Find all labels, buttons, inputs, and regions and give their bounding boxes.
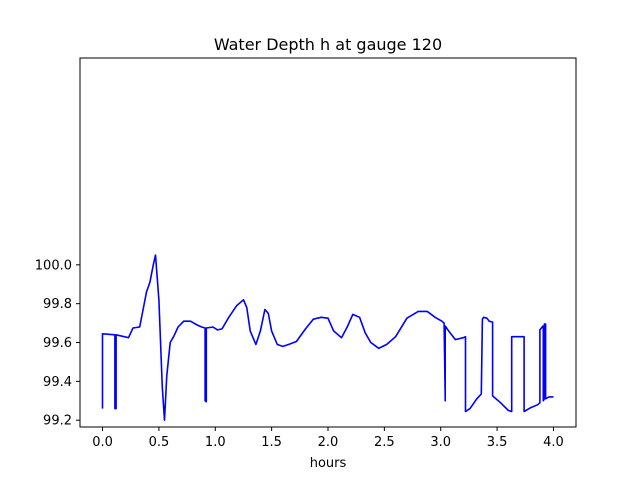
plot-frame [79,57,577,428]
x-tick-label: 1.5 [261,435,282,450]
chart-title: Water Depth h at gauge 120 [214,35,442,54]
x-axis-label: hours [310,456,347,471]
series-line [101,254,554,422]
x-tick-label: 1.0 [205,435,226,450]
x-tick-label: 2.5 [374,435,395,450]
y-tick-label: 99.8 [43,297,72,312]
x-tick-label: 4.0 [543,435,564,450]
x-tick-label: 2.0 [318,435,339,450]
y-tick-label: 99.6 [43,336,72,351]
x-tick-label: 0.5 [149,435,170,450]
y-tick-label: 99.4 [43,375,72,390]
x-tick-label: 3.0 [430,435,451,450]
plot-lines [101,254,554,422]
x-axis-ticks: 0.0 0.5 1.0 1.5 2.0 2.5 3.0 3.5 4.0 [92,427,564,450]
x-tick-label: 3.5 [487,435,508,450]
y-tick-label: 99.2 [43,414,72,429]
y-axis-ticks: 99.2 99.4 99.6 99.8 100.0 [35,258,80,429]
x-tick-label: 0.0 [92,435,113,450]
y-tick-label: 100.0 [35,258,72,273]
